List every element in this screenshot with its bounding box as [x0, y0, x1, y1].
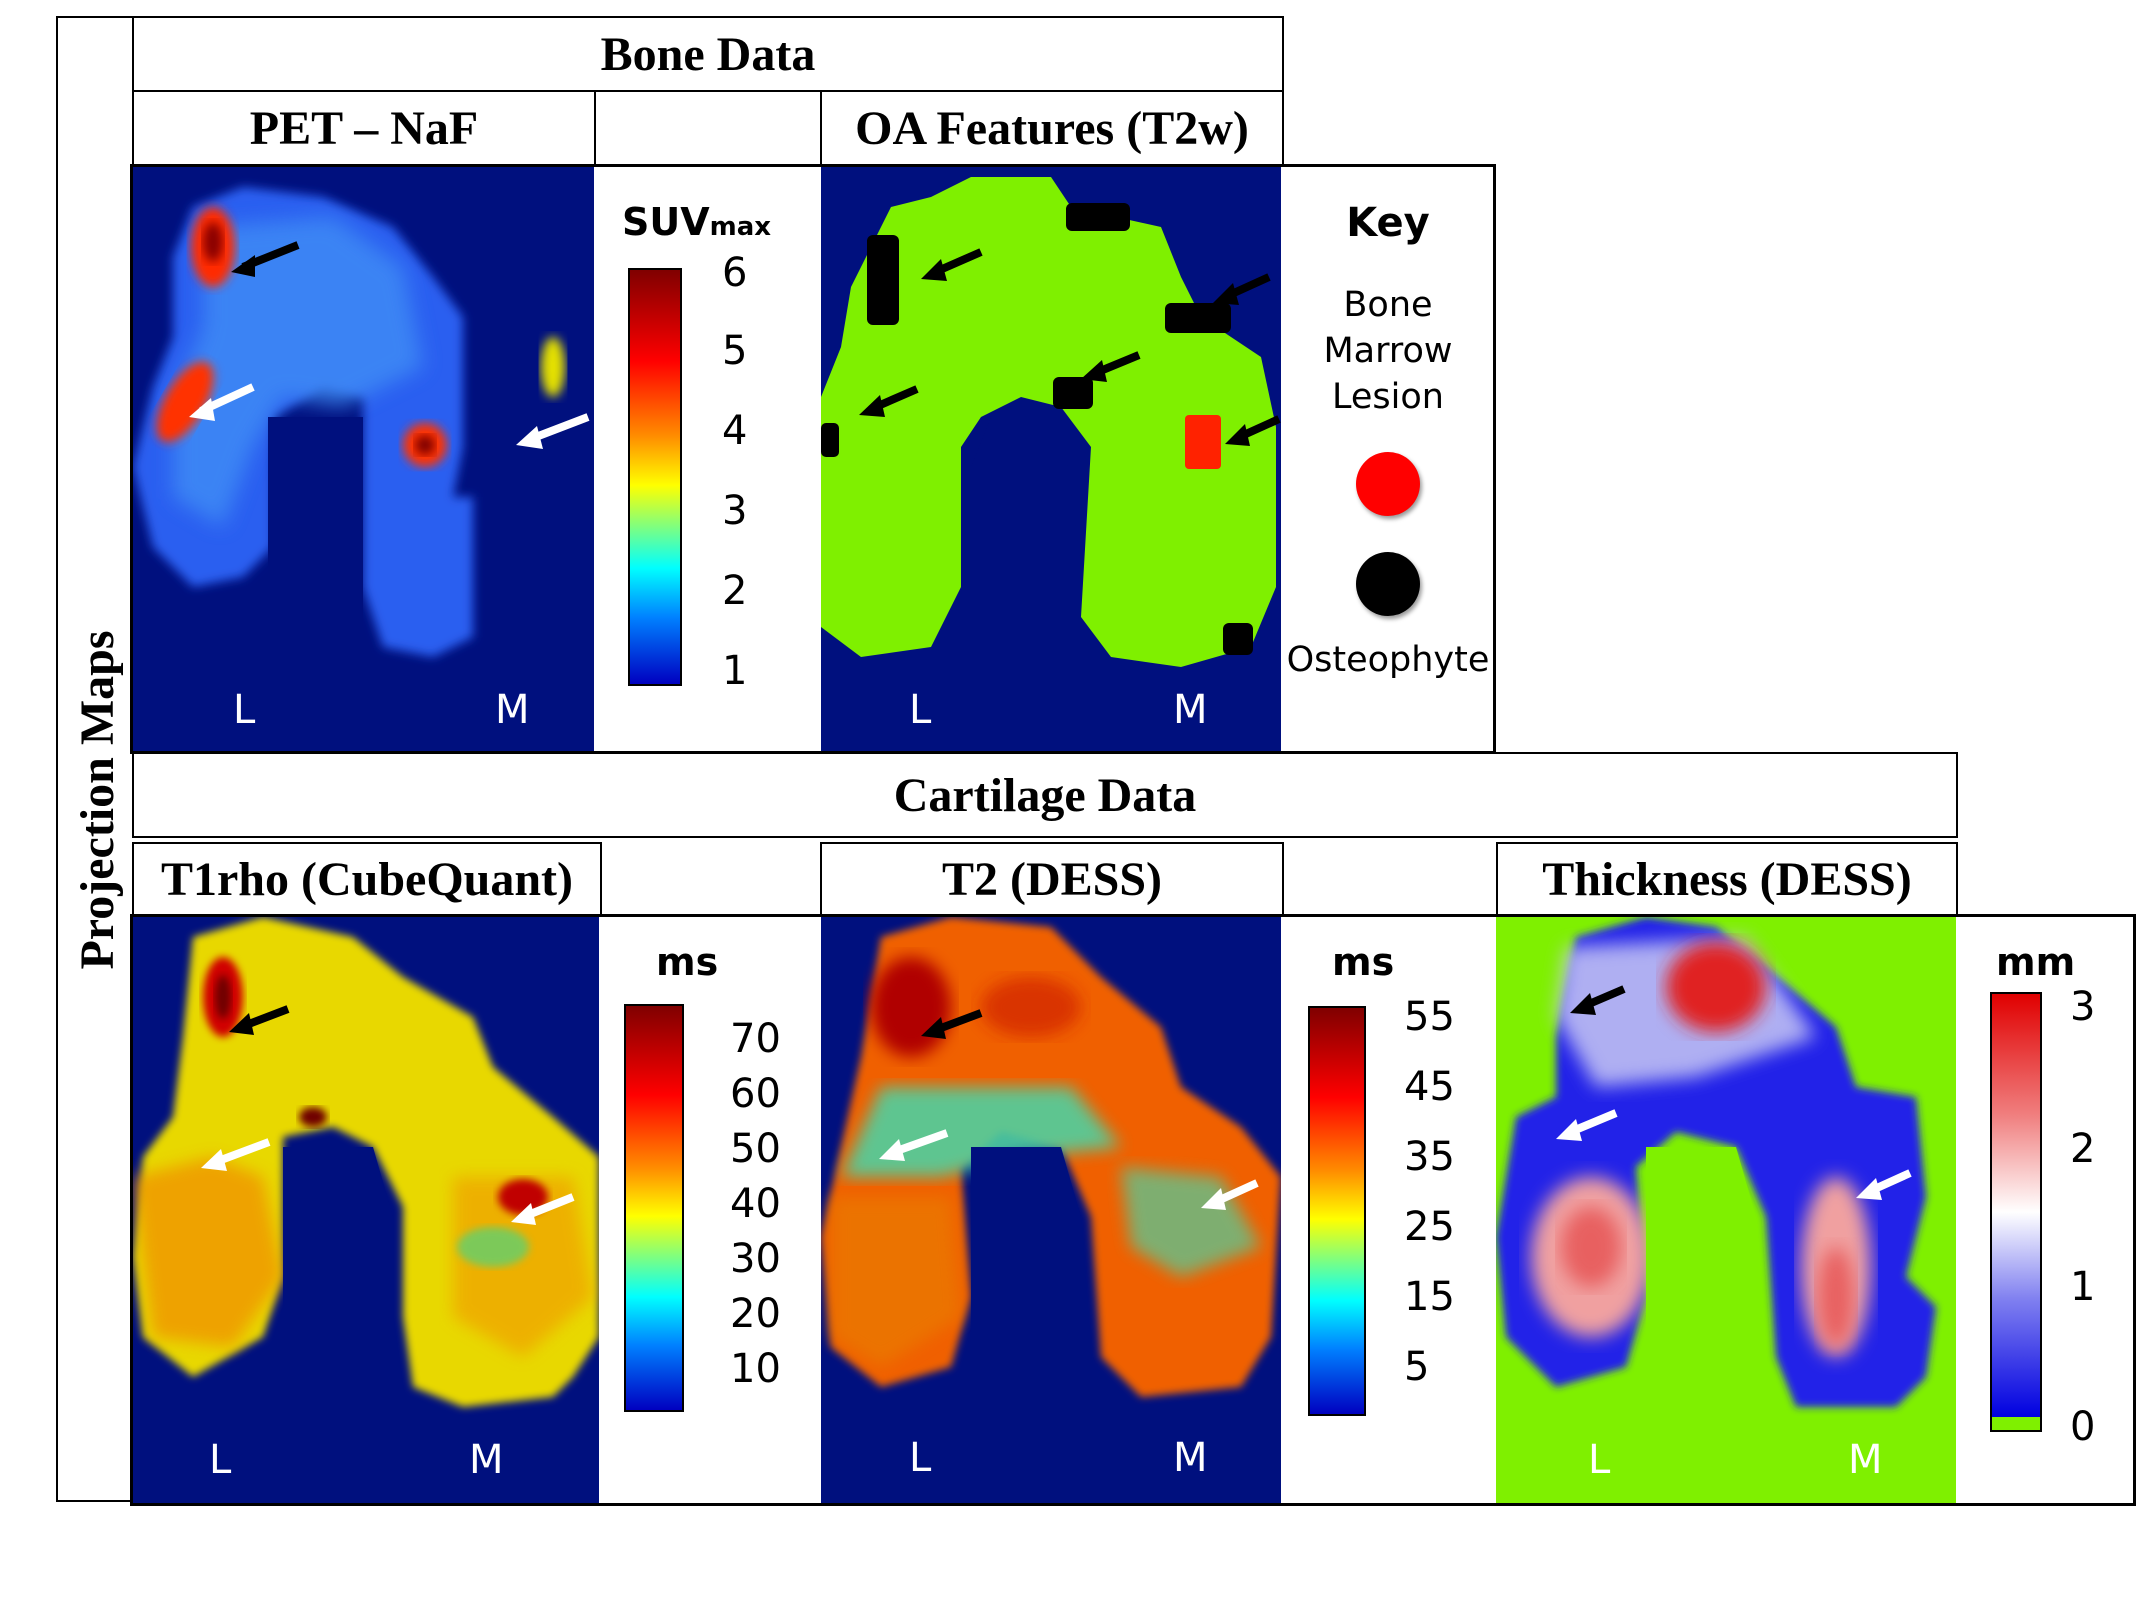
key-lesion-label: Bone Marrow Lesion — [1323, 285, 1453, 417]
thickness-colorbar — [1990, 992, 2042, 1432]
pet-white-arrow-icon-1 — [189, 383, 255, 421]
t2-unit: ms — [1332, 940, 1395, 984]
oa-arrow-icons — [859, 248, 1281, 446]
oa-features-map: L M — [821, 167, 1281, 751]
oa-features-header: OA Features (T2w) — [820, 90, 1284, 166]
thickness-arrow-icons — [1556, 985, 1912, 1200]
thickness-label-m: M — [1848, 1437, 1883, 1483]
pet-black-arrow-icon — [231, 241, 300, 277]
t1rho-unit: ms — [656, 940, 719, 984]
pet-label-m: M — [495, 687, 530, 733]
key-osteophyte-swatch — [1356, 552, 1420, 616]
key-lesion-swatch — [1356, 452, 1420, 516]
t1rho-label-m: M — [469, 1437, 504, 1483]
t2-colorbar — [1308, 1006, 1366, 1416]
thickness-label-l: L — [1588, 1437, 1611, 1483]
pet-colorbar — [628, 268, 682, 686]
t2-arrow-icons — [879, 1009, 1259, 1210]
projection-maps-frame — [56, 16, 136, 1502]
pet-unit-label: SUVmax — [622, 200, 772, 244]
pet-white-arrow-icon-2 — [516, 413, 590, 449]
pet-label-l: L — [233, 687, 256, 733]
thickness-map: L M — [1496, 917, 1956, 1503]
pet-naf-map: L M — [133, 167, 594, 751]
key-osteophyte-label: Osteophyte — [1286, 640, 1490, 680]
t1rho-label-l: L — [209, 1437, 232, 1483]
oa-label-m: M — [1173, 687, 1208, 733]
t2-map: L M — [821, 917, 1281, 1503]
t2-label-m: M — [1173, 1435, 1208, 1481]
t1rho-header: T1rho (CubeQuant) — [132, 842, 602, 916]
projection-maps-label: Projection Maps — [71, 630, 124, 970]
pet-colorbar-header-blank — [594, 90, 822, 166]
thickness-header: Thickness (DESS) — [1496, 842, 1958, 916]
t1rho-arrow-icons — [201, 1005, 575, 1225]
t2-header: T2 (DESS) — [820, 842, 1284, 916]
cartilage-data-header: Cartilage Data — [132, 752, 1958, 838]
cartilage-row-frame — [130, 914, 2136, 1506]
t1rho-map: L M — [133, 917, 599, 1503]
pet-naf-header: PET – NaF — [132, 90, 596, 166]
oa-label-l: L — [909, 687, 932, 733]
bone-data-header: Bone Data — [132, 16, 1284, 92]
thickness-unit: mm — [1996, 940, 2076, 984]
t2-label-l: L — [909, 1435, 932, 1481]
t1rho-colorbar — [624, 1004, 684, 1412]
key-title: Key — [1346, 200, 1430, 246]
